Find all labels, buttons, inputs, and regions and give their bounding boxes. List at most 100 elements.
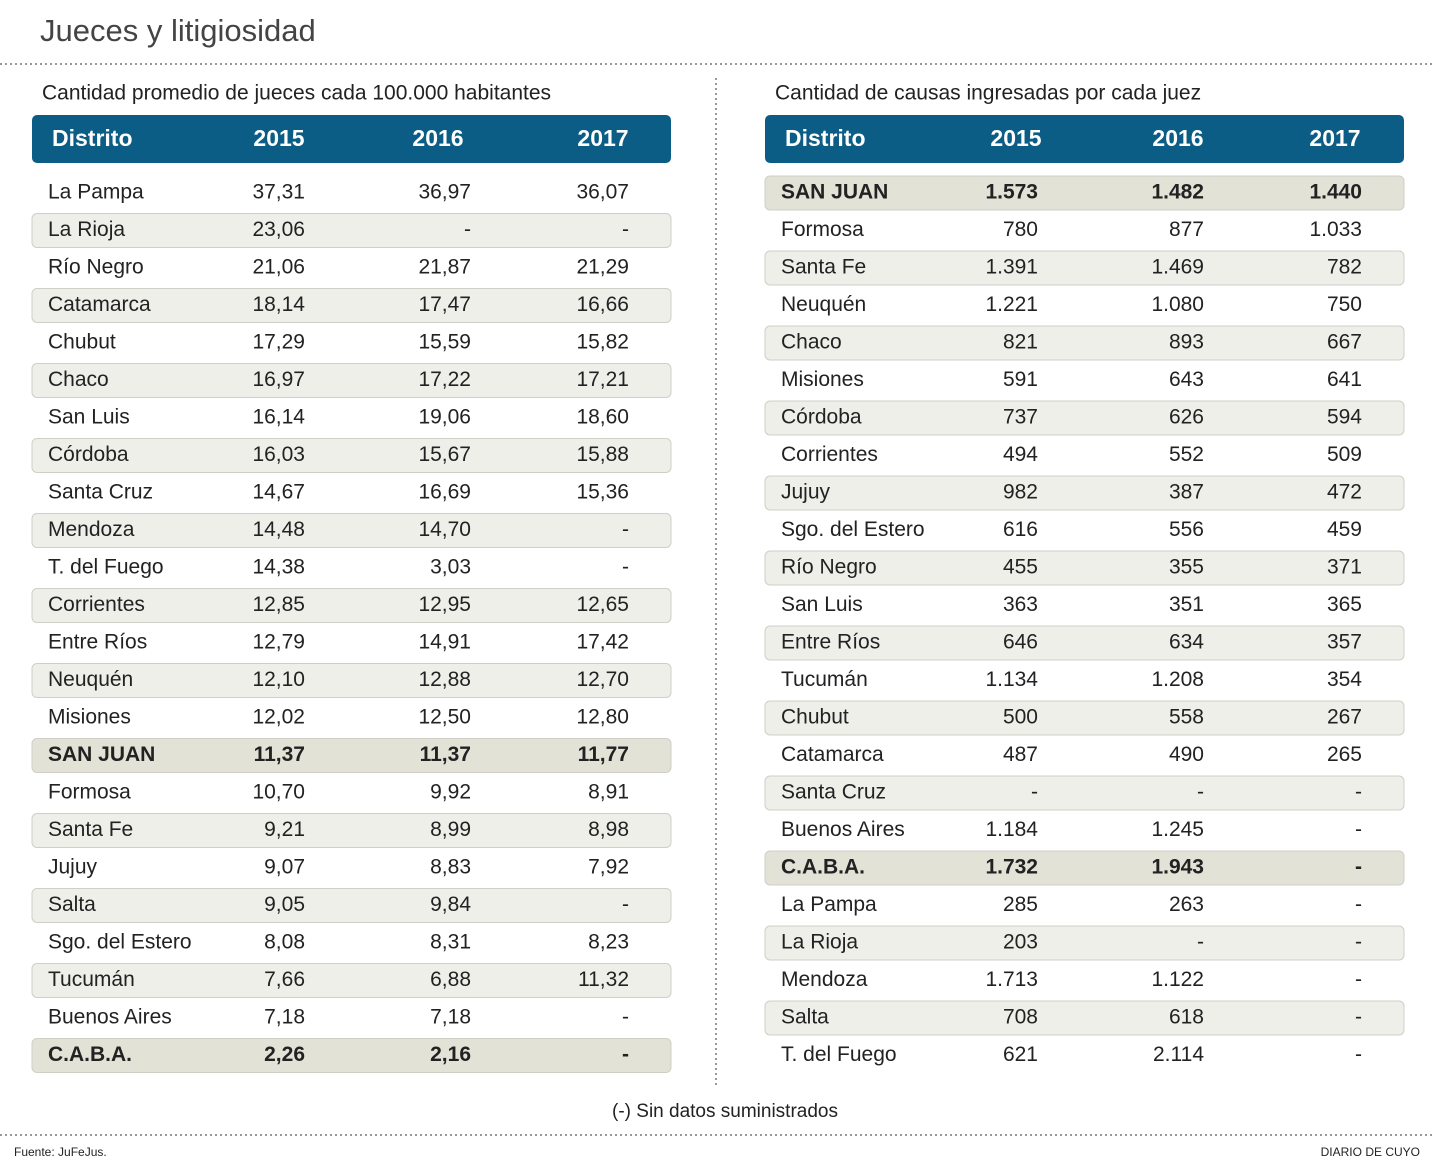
district-cell: C.A.B.A.: [781, 856, 865, 879]
value-cell: 14,38: [252, 556, 305, 579]
row-band: [764, 550, 1405, 586]
value-cell: 558: [1169, 706, 1204, 729]
value-cell: -: [622, 556, 629, 579]
row-band: [764, 700, 1405, 736]
value-cell: 19,06: [418, 406, 471, 429]
value-cell: 616: [1003, 518, 1038, 541]
district-cell: SAN JUAN: [781, 181, 888, 204]
value-cell: 1.943: [1151, 856, 1204, 879]
row-band: [31, 288, 672, 323]
value-cell: 8,83: [430, 856, 471, 879]
value-cell: 265: [1327, 743, 1362, 766]
value-cell: -: [1355, 893, 1362, 916]
value-cell: 21,29: [576, 256, 629, 279]
value-cell: 8,23: [588, 931, 629, 954]
value-cell: 16,03: [252, 443, 305, 466]
value-cell: -: [622, 218, 629, 241]
value-cell: 17,42: [576, 631, 629, 654]
row-band: [764, 175, 1405, 211]
district-cell: La Rioja: [48, 218, 125, 241]
value-cell: 1.221: [985, 293, 1038, 316]
row-band: [31, 813, 672, 848]
value-cell: -: [1355, 781, 1362, 804]
value-cell: 12,85: [252, 593, 305, 616]
row-band: [31, 438, 672, 473]
value-cell: 9,21: [264, 818, 305, 841]
value-cell: 472: [1327, 481, 1362, 504]
source: Fuente: JuFeJus.: [14, 1145, 107, 1159]
value-cell: -: [1355, 931, 1362, 954]
value-cell: 2,26: [264, 1043, 305, 1066]
value-cell: 203: [1003, 931, 1038, 954]
value-cell: 893: [1169, 331, 1204, 354]
value-cell: 23,06: [252, 218, 305, 241]
value-cell: -: [622, 1043, 629, 1066]
header-bar: [32, 115, 671, 163]
value-cell: 16,69: [418, 481, 471, 504]
value-cell: 6,88: [430, 968, 471, 991]
value-cell: 641: [1327, 368, 1362, 391]
district-cell: Jujuy: [781, 481, 831, 504]
row-band: [31, 213, 672, 248]
header-cell: 2015: [990, 125, 1041, 151]
title: Jueces y litigiosidad: [40, 13, 316, 48]
district-cell: La Rioja: [781, 931, 858, 954]
value-cell: 36,07: [576, 181, 629, 204]
value-cell: 17,21: [576, 368, 629, 391]
value-cell: 12,95: [418, 593, 471, 616]
district-cell: Catamarca: [48, 293, 151, 316]
value-cell: 15,88: [576, 443, 629, 466]
district-cell: Santa Fe: [48, 818, 133, 841]
value-cell: 12,02: [252, 706, 305, 729]
district-cell: Chubut: [781, 706, 849, 729]
value-cell: 1.245: [1151, 818, 1204, 841]
value-cell: 621: [1003, 1043, 1038, 1066]
district-cell: Tucumán: [48, 968, 135, 991]
value-cell: 21,06: [252, 256, 305, 279]
value-cell: 11,77: [578, 743, 629, 766]
value-cell: 15,82: [576, 331, 629, 354]
row-band: [31, 888, 672, 923]
value-cell: 490: [1169, 743, 1204, 766]
value-cell: 17,22: [418, 368, 471, 391]
value-cell: 2.114: [1153, 1043, 1204, 1066]
value-cell: 355: [1169, 556, 1204, 579]
district-cell: Buenos Aires: [781, 818, 905, 841]
value-cell: 351: [1169, 593, 1204, 616]
value-cell: -: [1197, 781, 1204, 804]
header-cell: 2015: [253, 125, 304, 151]
header-cell: 2016: [412, 125, 463, 151]
value-cell: 371: [1327, 556, 1362, 579]
value-cell: 14,67: [252, 481, 305, 504]
value-cell: 7,92: [588, 856, 629, 879]
district-cell: Sgo. del Estero: [781, 518, 925, 541]
row-band: [31, 663, 672, 698]
row-band: [764, 775, 1405, 811]
header-cell: Distrito: [52, 125, 133, 151]
district-cell: Córdoba: [48, 443, 129, 466]
district-cell: La Pampa: [48, 181, 144, 204]
row-band: [31, 963, 672, 998]
value-cell: 363: [1003, 593, 1038, 616]
value-cell: 21,87: [418, 256, 471, 279]
row-band: [31, 513, 672, 548]
row-band: [764, 475, 1405, 511]
header-cell: 2017: [577, 125, 628, 151]
value-cell: 10,70: [252, 781, 305, 804]
value-cell: 1.134: [985, 668, 1038, 691]
subtitle: Cantidad promedio de jueces cada 100.000…: [42, 82, 551, 105]
value-cell: 552: [1169, 443, 1204, 466]
value-cell: 667: [1327, 331, 1362, 354]
value-cell: 494: [1003, 443, 1038, 466]
district-cell: Río Negro: [48, 256, 144, 279]
value-cell: 365: [1327, 593, 1362, 616]
value-cell: 15,36: [576, 481, 629, 504]
value-cell: 11,32: [578, 968, 629, 991]
district-cell: Sgo. del Estero: [48, 931, 192, 954]
value-cell: 18,14: [252, 293, 305, 316]
value-cell: 1.080: [1151, 293, 1204, 316]
row-band: [764, 625, 1405, 661]
district-cell: Misiones: [48, 706, 131, 729]
value-cell: 17,29: [252, 331, 305, 354]
